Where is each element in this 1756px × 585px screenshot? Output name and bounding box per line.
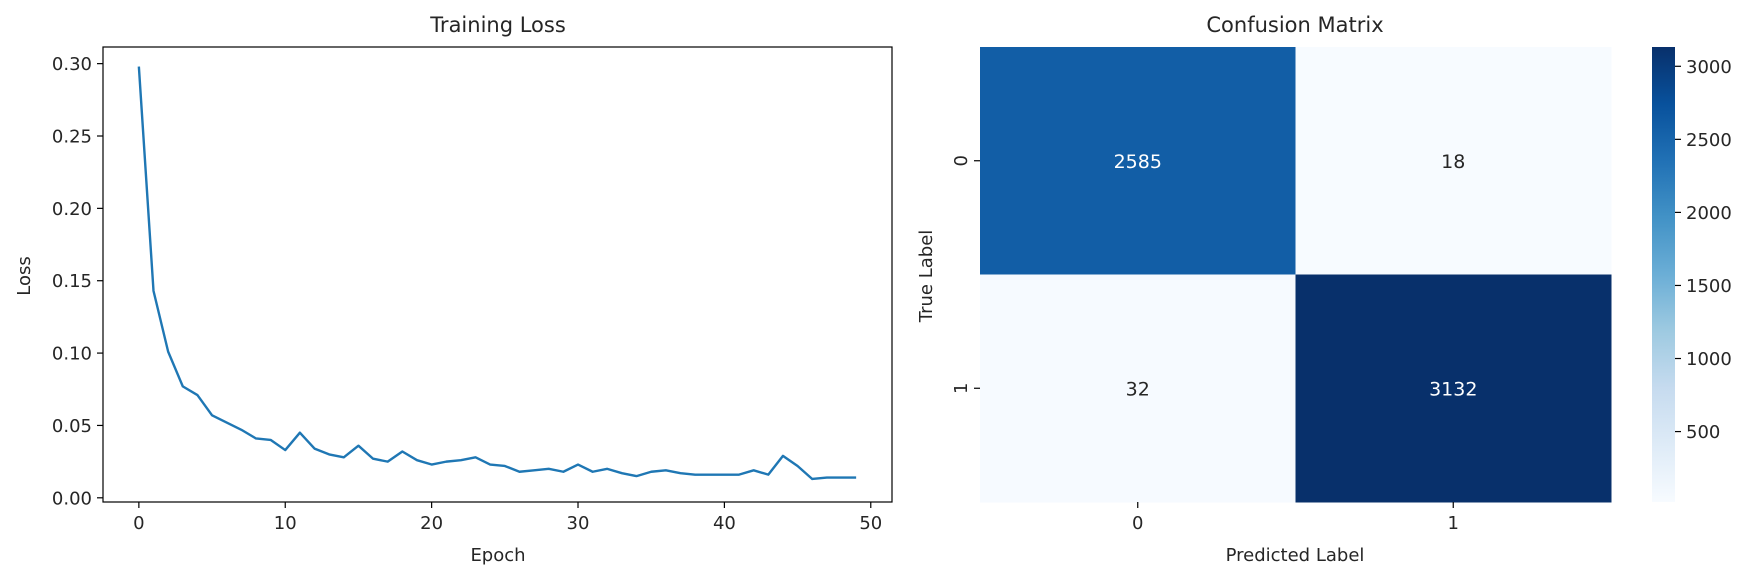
y-tick-label: 0.10 xyxy=(52,344,92,365)
cell-value-label: 3132 xyxy=(1429,378,1477,400)
x-axis-label: Predicted Label xyxy=(1226,545,1365,566)
heatmap-cells: 2585 18 32 3132 xyxy=(980,47,1612,503)
x-axis: 0 10 20 30 40 50 xyxy=(133,502,882,534)
colorbar xyxy=(1652,47,1675,502)
y-axis: 01 xyxy=(951,155,980,394)
colorbar-tick-label: 500 xyxy=(1686,422,1720,443)
heatmap-cell xyxy=(1295,47,1612,275)
training-loss-chart: Training Loss 0.000.050.100.150.200.250.… xyxy=(14,13,893,566)
x-tick-label: 1 xyxy=(1448,513,1459,534)
x-tick-label: 20 xyxy=(420,513,443,534)
colorbar-tick-label: 2500 xyxy=(1686,130,1732,151)
colorbar-tick-label: 1000 xyxy=(1686,349,1732,370)
y-tick-label: 0.15 xyxy=(52,271,92,292)
y-tick-label: 0.30 xyxy=(52,54,92,75)
cell-value-label: 18 xyxy=(1441,151,1465,173)
colorbar-axis: 500 1000 1500 2000 2500 3000 xyxy=(1675,57,1732,443)
y-tick-label: 0.20 xyxy=(52,199,92,220)
x-tick-label: 0 xyxy=(133,513,144,534)
heatmap-cell xyxy=(980,274,1296,503)
x-tick-label: 50 xyxy=(859,513,882,534)
x-tick-label: 30 xyxy=(567,513,590,534)
plot-frame xyxy=(102,46,893,503)
x-tick-label: 0 xyxy=(1132,513,1143,534)
y-tick-label: 0.05 xyxy=(52,416,92,437)
y-axis-label: True Label xyxy=(916,230,937,324)
y-axis: 0.00 0.05 0.10 0.15 0.20 0.25 0.30 xyxy=(52,54,103,509)
colorbar-tick-label: 2000 xyxy=(1686,203,1732,224)
cell-value-label: 32 xyxy=(1126,378,1150,400)
x-axis-label: Epoch xyxy=(470,545,525,566)
heatmap-cell xyxy=(980,47,1296,275)
x-tick-label: 40 xyxy=(713,513,736,534)
chart-title: Training Loss xyxy=(429,13,566,37)
y-tick-label: 1 xyxy=(951,383,972,394)
chart-title: Confusion Matrix xyxy=(1206,13,1383,37)
heatmap-cell xyxy=(1295,274,1612,503)
colorbar-tick-label: 1500 xyxy=(1686,276,1732,297)
y-tick-label: 0 xyxy=(951,155,972,166)
x-tick-label: 10 xyxy=(274,513,297,534)
y-axis-label: Loss xyxy=(14,256,35,295)
y-tick-label: 0.00 xyxy=(52,488,92,509)
colorbar-tick-label: 3000 xyxy=(1686,57,1732,78)
loss-series-line xyxy=(137,66,857,481)
y-tick-label: 0.25 xyxy=(52,127,92,148)
cell-value-label: 2585 xyxy=(1114,151,1162,173)
